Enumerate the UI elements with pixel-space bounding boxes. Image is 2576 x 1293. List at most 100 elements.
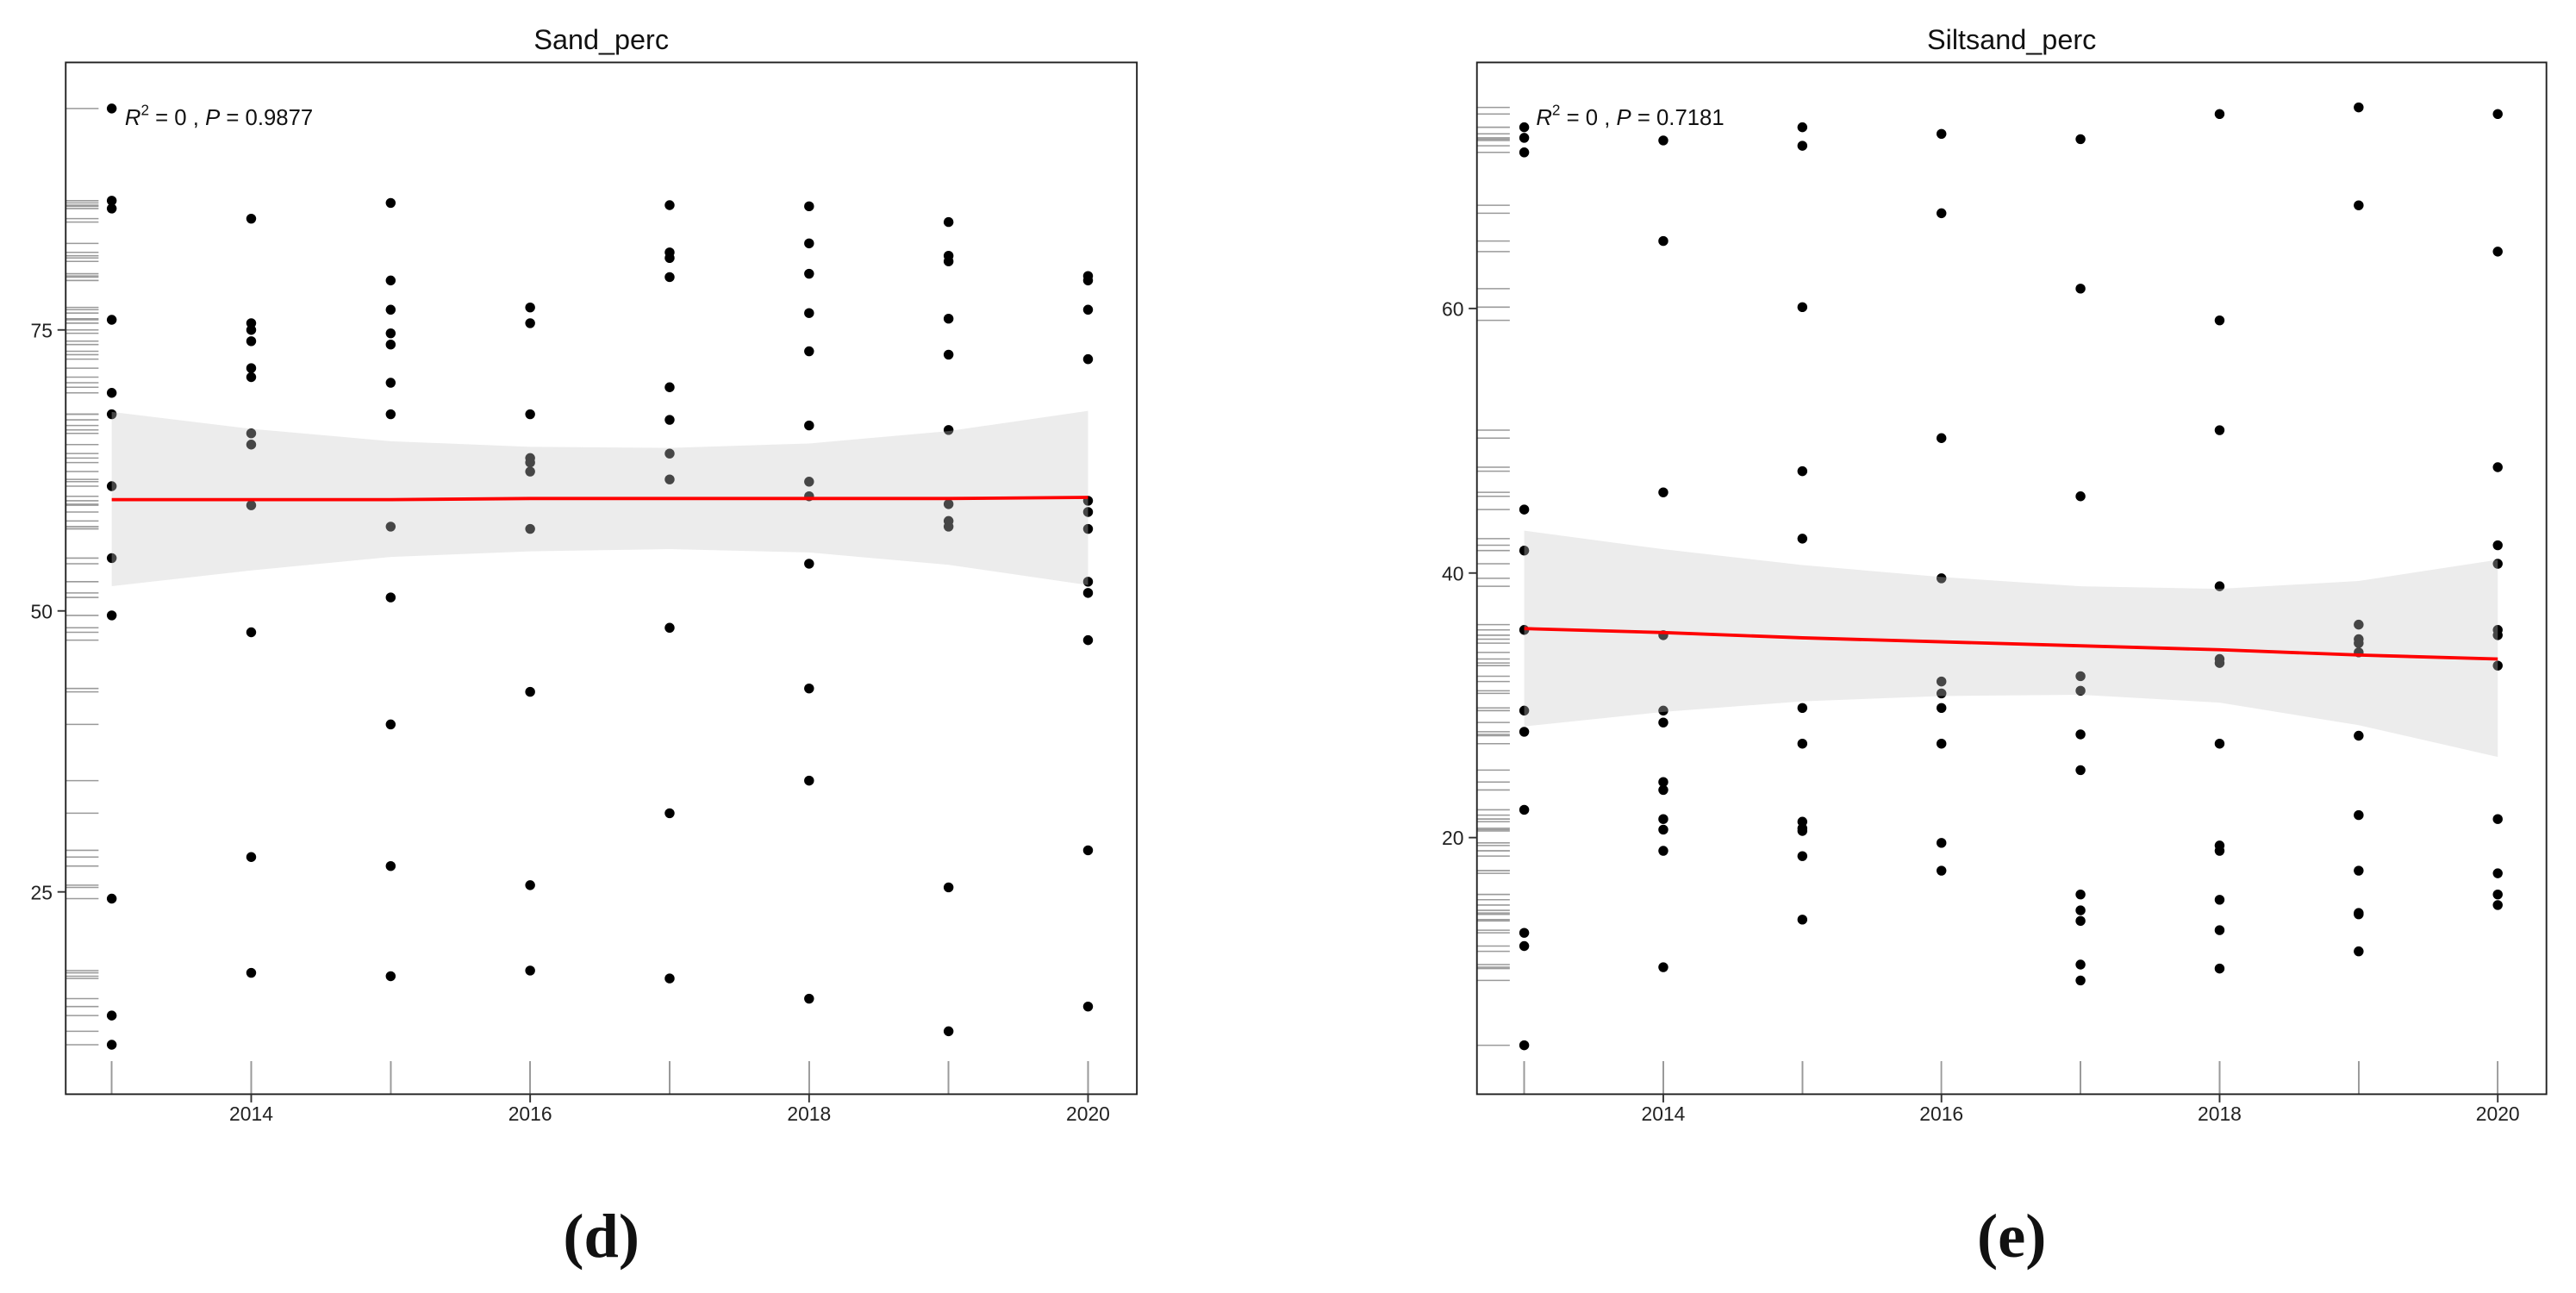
point bbox=[1519, 133, 1530, 143]
y-tick-label: 50 bbox=[31, 600, 53, 622]
point bbox=[1797, 703, 1808, 714]
point bbox=[106, 315, 117, 325]
x-tick-label: 2020 bbox=[2476, 1102, 2520, 1125]
point bbox=[943, 882, 954, 893]
point bbox=[385, 860, 396, 871]
panel-label: (d) bbox=[563, 1201, 639, 1271]
point bbox=[1519, 804, 1530, 815]
point bbox=[804, 238, 814, 249]
point bbox=[1936, 573, 1947, 584]
regression-line bbox=[1524, 627, 2498, 661]
point bbox=[246, 627, 257, 638]
point bbox=[2075, 134, 2086, 145]
point bbox=[2075, 915, 2086, 927]
point bbox=[1082, 845, 1094, 856]
x-tick-label: 2018 bbox=[2198, 1102, 2242, 1125]
point bbox=[2214, 739, 2225, 749]
point bbox=[804, 346, 814, 357]
point bbox=[246, 440, 257, 450]
point bbox=[943, 425, 954, 435]
point bbox=[1519, 147, 1530, 158]
point bbox=[1936, 433, 1947, 443]
point bbox=[1519, 705, 1530, 716]
point bbox=[1658, 135, 1668, 146]
point bbox=[1519, 504, 1530, 515]
point bbox=[2492, 630, 2503, 640]
point bbox=[2075, 959, 2086, 970]
point bbox=[2214, 846, 2225, 856]
chart-title: Sand_perc bbox=[533, 24, 669, 55]
point bbox=[943, 349, 954, 360]
point bbox=[1082, 634, 1094, 646]
point bbox=[2075, 284, 2086, 294]
point bbox=[2075, 685, 2086, 696]
point bbox=[246, 363, 257, 373]
point bbox=[664, 973, 675, 984]
annotation-p: P bbox=[1617, 106, 1631, 130]
point bbox=[385, 197, 396, 209]
y-tick-label: 25 bbox=[31, 881, 53, 903]
point bbox=[2075, 491, 2086, 502]
point bbox=[2214, 925, 2225, 935]
point bbox=[1658, 846, 1668, 856]
point bbox=[1082, 577, 1094, 587]
point bbox=[1936, 838, 1947, 848]
point bbox=[664, 448, 675, 459]
point bbox=[1519, 1040, 1530, 1051]
y-tick-label: 40 bbox=[1442, 562, 1463, 584]
annotation-sup: 2 bbox=[1552, 101, 1561, 118]
point bbox=[2214, 581, 2225, 591]
point bbox=[1519, 545, 1530, 556]
point bbox=[385, 409, 396, 420]
point bbox=[385, 328, 396, 339]
point bbox=[385, 304, 396, 315]
x-tick-label: 2014 bbox=[229, 1102, 273, 1125]
point bbox=[804, 420, 814, 431]
point bbox=[385, 275, 396, 286]
point bbox=[804, 683, 814, 694]
point bbox=[804, 308, 814, 318]
point bbox=[943, 522, 954, 532]
point bbox=[943, 499, 954, 509]
point bbox=[106, 610, 117, 621]
point bbox=[2354, 909, 2364, 920]
point bbox=[246, 967, 257, 978]
plot-frame bbox=[65, 61, 1138, 1096]
point bbox=[1797, 534, 1808, 544]
point bbox=[2075, 905, 2086, 915]
point bbox=[664, 622, 675, 633]
point bbox=[664, 253, 675, 264]
point bbox=[943, 1026, 954, 1037]
point bbox=[1797, 851, 1808, 861]
point bbox=[2214, 425, 2225, 435]
point bbox=[385, 719, 396, 730]
point bbox=[2492, 462, 2503, 472]
point bbox=[525, 318, 535, 328]
point bbox=[106, 388, 117, 398]
point bbox=[2354, 865, 2364, 876]
point bbox=[2075, 765, 2086, 776]
point bbox=[1658, 814, 1668, 824]
point bbox=[664, 415, 675, 425]
point bbox=[1519, 122, 1530, 133]
point bbox=[2075, 975, 2086, 986]
point bbox=[2492, 814, 2503, 824]
point bbox=[943, 313, 954, 324]
point bbox=[664, 474, 675, 484]
point bbox=[1519, 940, 1530, 952]
point bbox=[804, 201, 814, 212]
x-tick-label: 2014 bbox=[1642, 1102, 1686, 1125]
point bbox=[385, 339, 396, 350]
point bbox=[2492, 109, 2503, 119]
point bbox=[106, 1010, 117, 1021]
point bbox=[804, 477, 814, 487]
point bbox=[2354, 200, 2364, 210]
chart-title: Siltsand_perc bbox=[1927, 24, 2096, 55]
point bbox=[1797, 826, 1808, 836]
point bbox=[1082, 523, 1094, 534]
point bbox=[1082, 588, 1094, 598]
point bbox=[385, 522, 396, 532]
point bbox=[246, 372, 257, 383]
point bbox=[1936, 739, 1947, 749]
